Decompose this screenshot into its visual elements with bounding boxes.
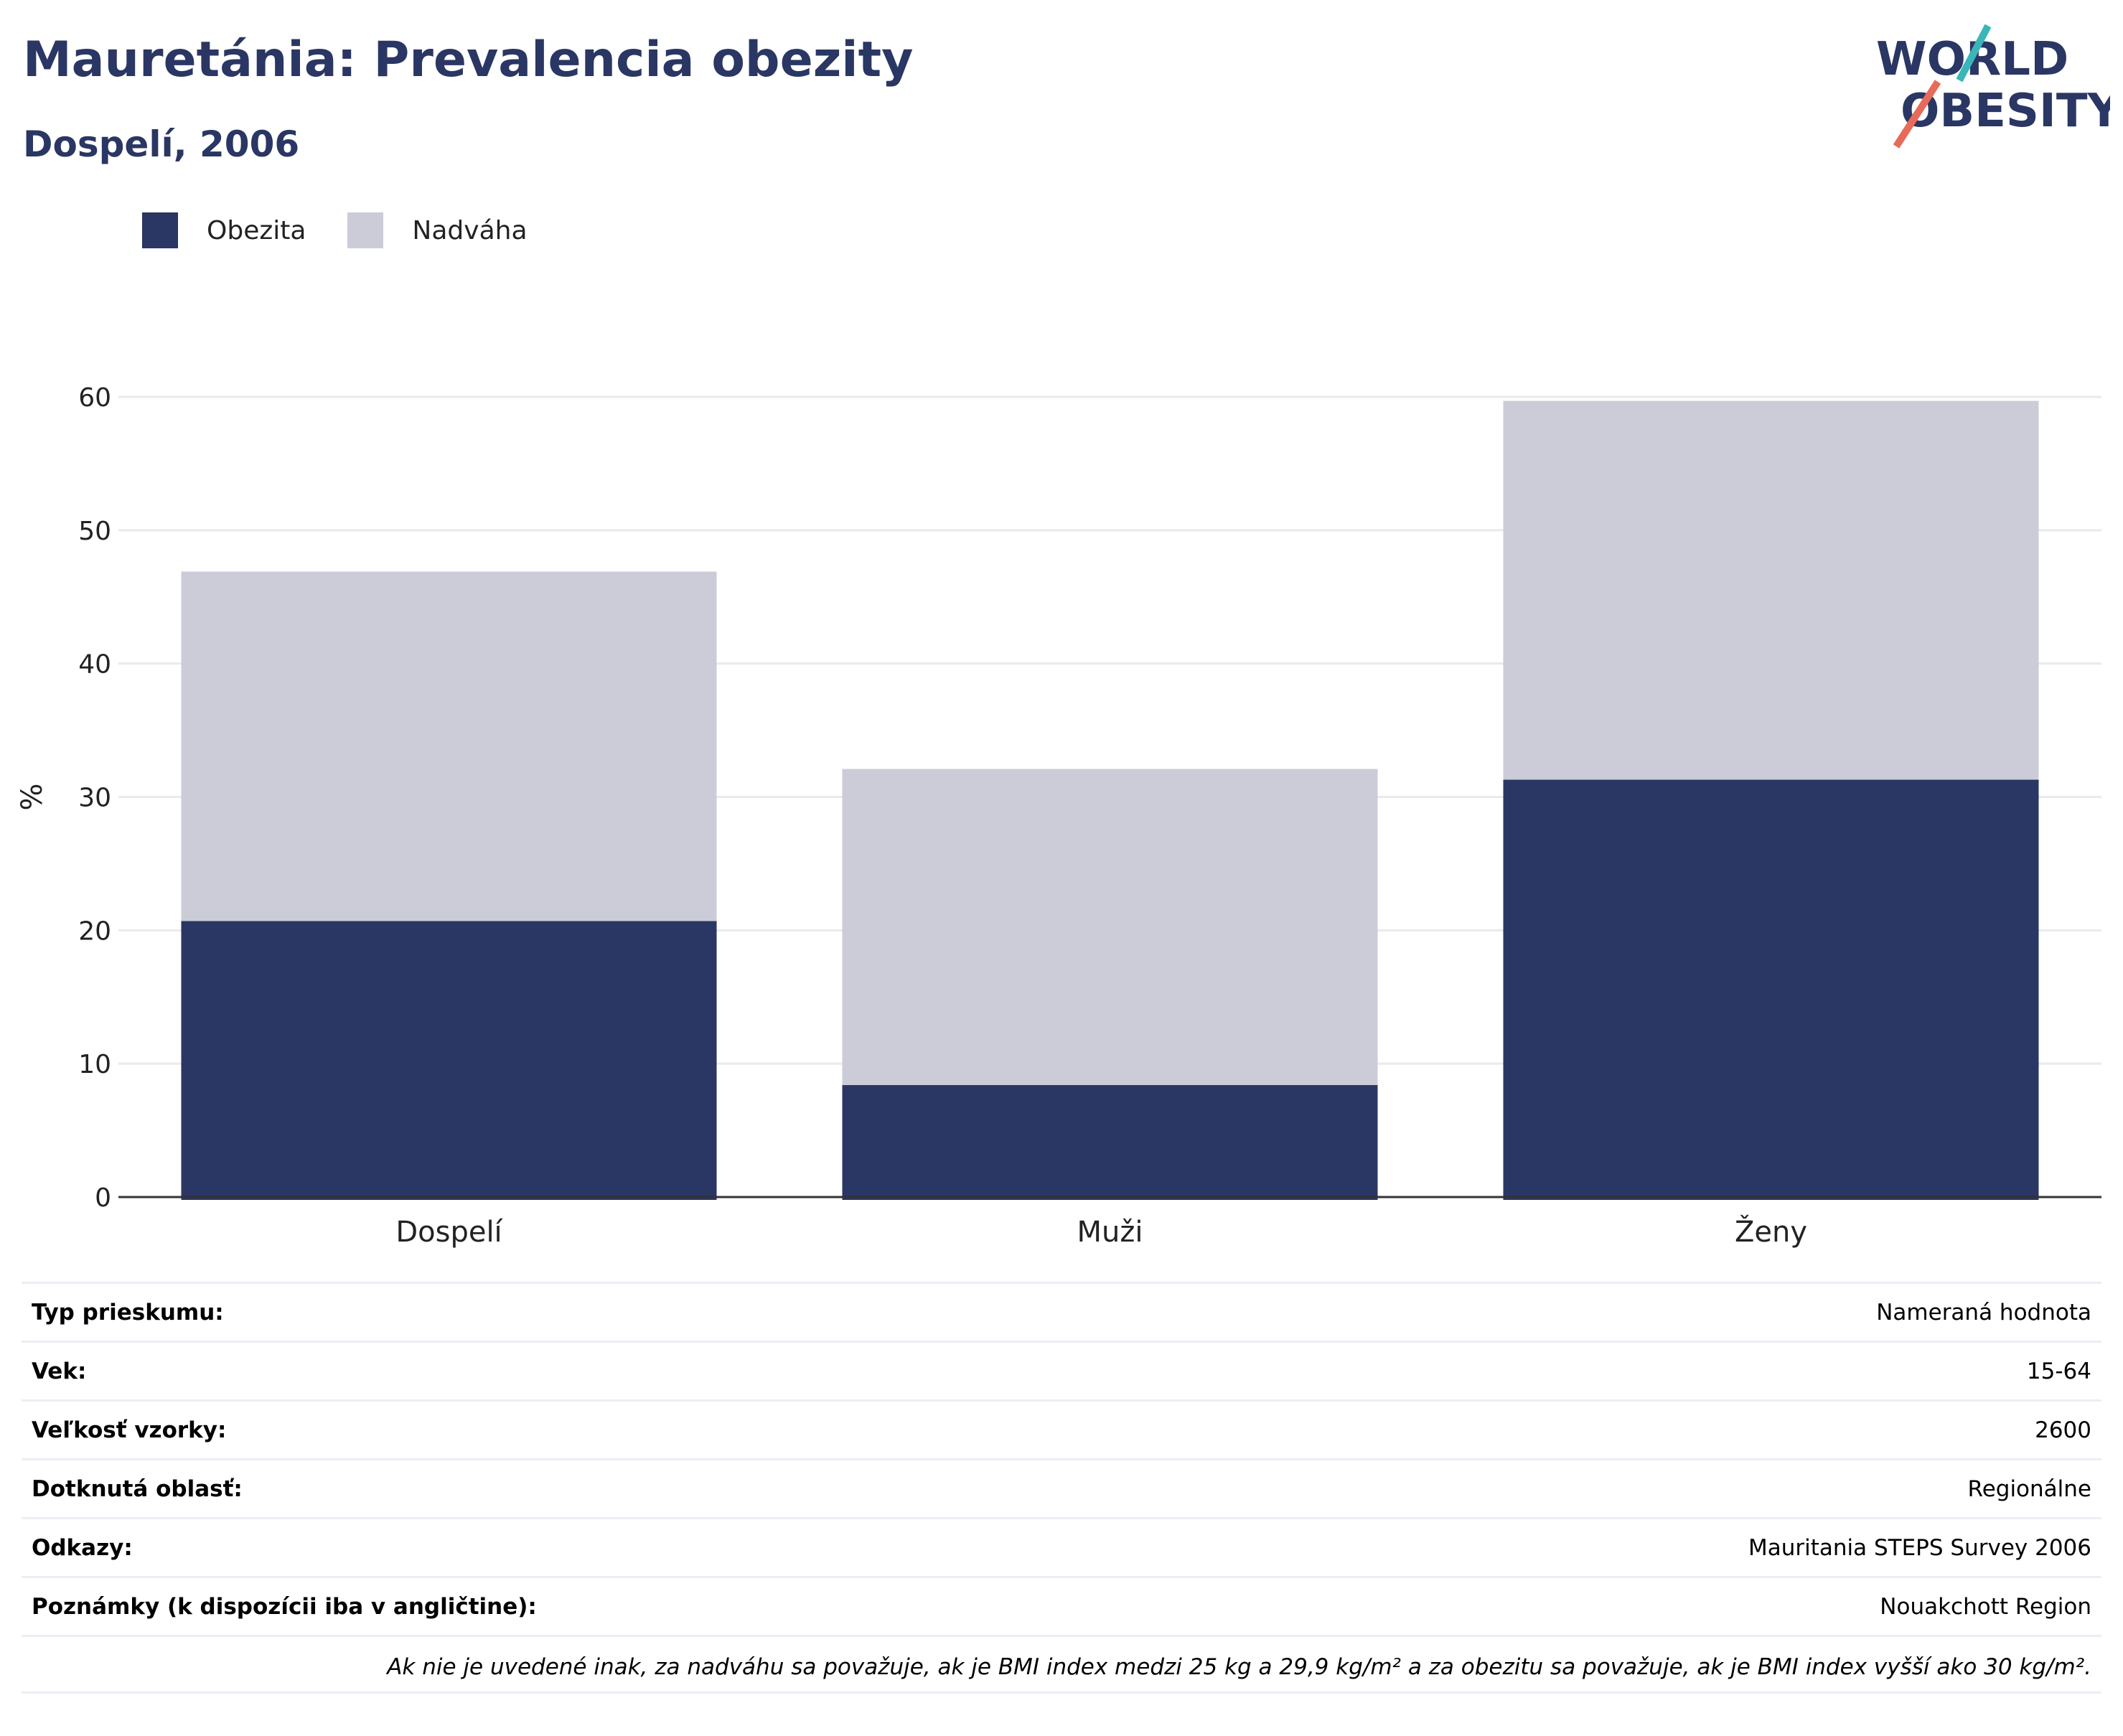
- info-label: Veľkosť vzorky:: [32, 1417, 227, 1443]
- y-tick-label: 0: [95, 1183, 111, 1213]
- info-value: 15-64: [2026, 1358, 2091, 1384]
- bar-obesity: [181, 921, 717, 1200]
- info-row: Odkazy: Mauritania STEPS Survey 2006: [22, 1517, 2101, 1576]
- y-tick-label: 40: [78, 650, 111, 680]
- y-tick-label: 50: [78, 517, 111, 546]
- logo-slash-teal: [1956, 24, 1992, 83]
- info-label: Poznámky (k dispozícii iba v angličtine)…: [32, 1593, 537, 1620]
- y-axis-label: %: [16, 783, 49, 810]
- bar-obesity: [842, 1084, 1378, 1200]
- info-row: Poznámky (k dispozícii iba v angličtine)…: [22, 1576, 2101, 1635]
- legend-swatch-obesity: [142, 212, 178, 248]
- survey-info-table: Typ prieskumu: Nameraná hodnota Vek: 15-64…: [22, 1282, 2101, 1694]
- y-tick-label: 30: [78, 784, 111, 813]
- x-tick-label: Dospelí: [395, 1216, 503, 1249]
- info-row: Vek: 15-64: [22, 1341, 2101, 1399]
- x-tick-label: Muži: [1077, 1216, 1143, 1249]
- stacked-bar-chart: 0 10 20 30 40 50 60% Dospelí Muži Ženy: [16, 383, 2101, 1249]
- info-value: Nouakchott Region: [1880, 1593, 2091, 1620]
- chart-subtitle: Dospelí, 2006: [23, 123, 300, 165]
- info-value: 2600: [2035, 1417, 2091, 1443]
- y-tick-label: 20: [78, 916, 111, 946]
- info-label: Dotknutá oblasť:: [32, 1475, 243, 1502]
- info-label: Odkazy:: [32, 1534, 133, 1561]
- info-value: Regionálne: [1967, 1475, 2091, 1502]
- bar-overweight: [842, 769, 1378, 1085]
- legend-label-obesity: Obezita: [207, 215, 306, 245]
- legend-item-obesity: Obezita: [142, 212, 306, 248]
- bar-overweight: [181, 571, 717, 921]
- y-tick-label: 10: [78, 1050, 111, 1079]
- logo-line-2: OBESITY: [1901, 85, 2110, 138]
- world-obesity-logo: WORLD OBESITY: [1876, 24, 2110, 149]
- bar-overweight: [1503, 400, 2039, 780]
- y-tick-label: 60: [78, 383, 111, 413]
- chart-title: Mauretánia: Prevalencia obezity: [23, 32, 914, 88]
- info-row: Veľkosť vzorky: 2600: [22, 1399, 2101, 1458]
- x-tick-label: Ženy: [1735, 1214, 1807, 1249]
- logo-slash-red: [1893, 80, 1941, 149]
- legend-swatch-overweight: [347, 212, 384, 248]
- bar-obesity: [1503, 779, 2039, 1200]
- info-value: Mauritania STEPS Survey 2006: [1748, 1534, 2091, 1561]
- info-value: Nameraná hodnota: [1876, 1299, 2091, 1326]
- info-label: Typ prieskumu:: [32, 1299, 224, 1326]
- legend-label-overweight: Nadváha: [412, 215, 528, 245]
- legend-item-overweight: Nadváha: [347, 212, 528, 248]
- chart-legend: Obezita Nadváha: [142, 212, 569, 248]
- definition-note: Ak nie je uvedené inak, za nadváhu sa po…: [22, 1635, 2101, 1694]
- info-label: Vek:: [32, 1358, 87, 1384]
- info-row: Dotknutá oblasť: Regionálne: [22, 1458, 2101, 1517]
- info-row: Typ prieskumu: Nameraná hodnota: [22, 1282, 2101, 1341]
